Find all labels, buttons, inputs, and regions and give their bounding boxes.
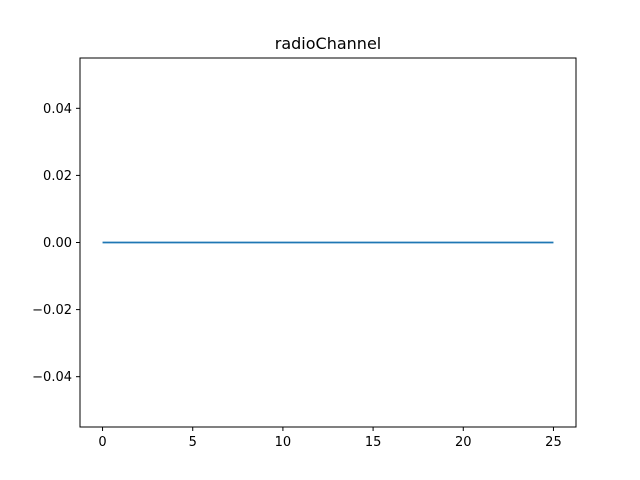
x-tick-label: 5 [189, 435, 197, 450]
x-tick-label: 0 [98, 435, 106, 450]
plot-frame [79, 57, 577, 428]
y-tick-label: 0.02 [43, 169, 72, 184]
x-tick-label: 20 [455, 435, 472, 450]
y-tick-label: 0.04 [43, 102, 72, 117]
y-tick-label: −0.02 [32, 303, 72, 318]
y-tick-label: 0.00 [43, 236, 72, 251]
chart-title: radioChannel [275, 34, 381, 53]
x-tick-label: 10 [275, 435, 292, 450]
x-tick-label: 25 [545, 435, 562, 450]
x-axis: 0 5 10 15 20 25 [98, 427, 562, 450]
y-tick-label: −0.04 [32, 370, 72, 385]
x-tick-label: 15 [365, 435, 382, 450]
y-axis: −0.04 −0.02 0.00 0.02 0.04 [32, 102, 80, 385]
